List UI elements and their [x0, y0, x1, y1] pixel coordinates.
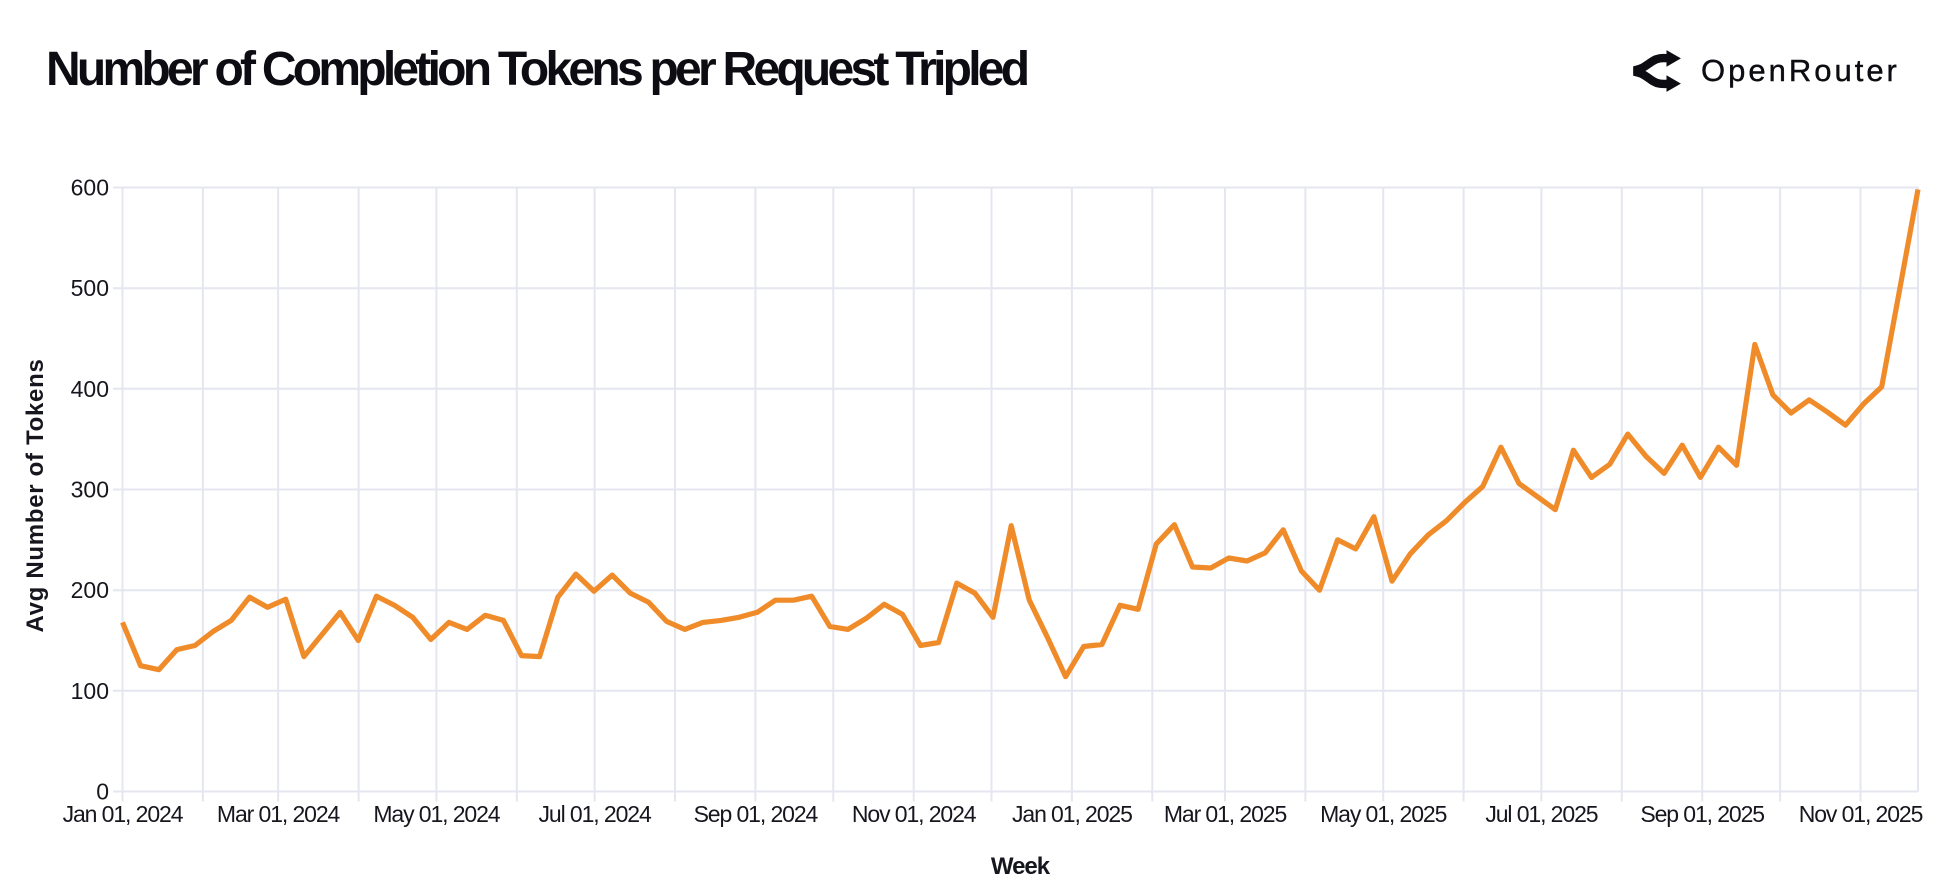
svg-text:200: 200 [71, 577, 109, 603]
svg-text:Mar 01, 2024: Mar 01, 2024 [217, 801, 341, 827]
svg-text:Nov 01, 2025: Nov 01, 2025 [1799, 801, 1923, 827]
svg-text:300: 300 [71, 477, 109, 503]
svg-text:Nov 01, 2024: Nov 01, 2024 [852, 801, 977, 827]
svg-text:400: 400 [71, 376, 109, 402]
svg-text:Jul 01, 2024: Jul 01, 2024 [539, 801, 652, 827]
svg-text:0: 0 [96, 779, 109, 805]
svg-text:Mar 01, 2025: Mar 01, 2025 [1164, 801, 1287, 827]
svg-text:Jan 01, 2025: Jan 01, 2025 [1012, 801, 1132, 827]
svg-text:100: 100 [71, 678, 109, 704]
svg-text:Sep 01, 2024: Sep 01, 2024 [694, 801, 819, 827]
svg-text:Jan 01, 2024: Jan 01, 2024 [63, 801, 184, 827]
svg-text:Sep 01, 2025: Sep 01, 2025 [1640, 801, 1764, 827]
svg-text:Avg Number of Tokens: Avg Number of Tokens [22, 358, 49, 632]
svg-text:500: 500 [71, 275, 109, 301]
svg-text:600: 600 [71, 175, 109, 201]
svg-text:Week: Week [991, 853, 1051, 880]
svg-text:Jul 01, 2025: Jul 01, 2025 [1485, 801, 1597, 827]
svg-text:May 01, 2024: May 01, 2024 [373, 801, 500, 827]
svg-text:May 01, 2025: May 01, 2025 [1320, 801, 1446, 827]
